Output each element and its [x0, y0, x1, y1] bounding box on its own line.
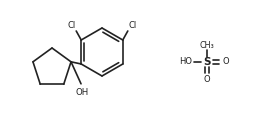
Text: S: S [202, 57, 210, 67]
Text: HO: HO [179, 58, 192, 66]
Text: OH: OH [75, 88, 88, 97]
Text: Cl: Cl [128, 22, 136, 30]
Text: O: O [222, 58, 228, 66]
Text: O: O [203, 76, 210, 84]
Text: CH₃: CH₃ [199, 42, 214, 50]
Text: Cl: Cl [67, 22, 75, 30]
